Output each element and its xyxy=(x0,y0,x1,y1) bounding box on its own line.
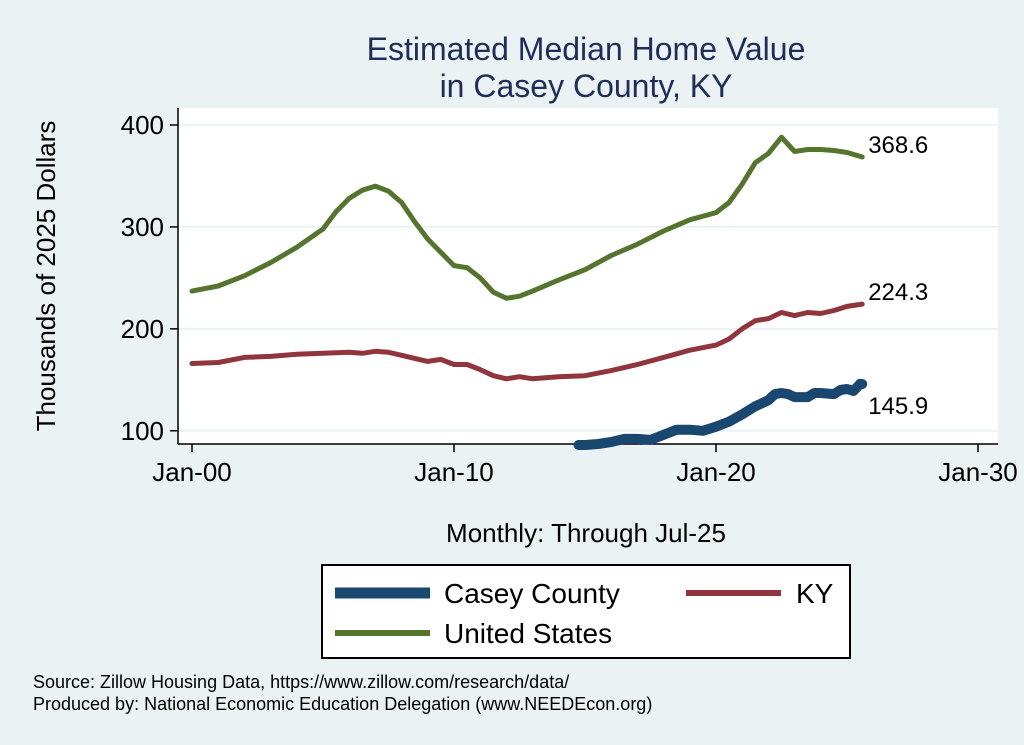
y-tick-label-400: 400 xyxy=(121,110,164,140)
y-tick-label-200: 200 xyxy=(121,314,164,344)
y-tick-label-300: 300 xyxy=(121,212,164,242)
legend-box xyxy=(321,564,851,659)
end-label-united-states: 368.6 xyxy=(868,132,928,159)
legend-label-casey-county: Casey County xyxy=(444,578,620,609)
series-line-united-states xyxy=(189,134,865,301)
source-note: Source: Zillow Housing Data, https://www… xyxy=(33,672,569,692)
series-line-ky xyxy=(189,301,865,382)
x-tick-label-Jan-20: Jan-20 xyxy=(676,457,756,487)
x-tick-label-Jan-30: Jan-30 xyxy=(938,457,1018,487)
series-layer xyxy=(189,134,868,450)
x-axis-title: Monthly: Through Jul-25 xyxy=(446,518,726,548)
legend: Casey County KY United States xyxy=(321,564,851,659)
end-label-ky: 224.3 xyxy=(868,279,928,306)
y-axis-title: Thousands of 2025 Dollars xyxy=(31,121,61,432)
legend-label-ky: KY xyxy=(796,578,834,609)
legend-label-united-states: United States xyxy=(444,618,612,649)
end-label-layer: 145.9 224.3 368.6 xyxy=(868,132,928,420)
end-label-casey-county: 145.9 xyxy=(868,393,928,420)
x-tick-label-Jan-00: Jan-00 xyxy=(152,457,232,487)
producer-note: Produced by: National Economic Education… xyxy=(33,694,652,714)
chart-title-line-1: Estimated Median Home Value xyxy=(367,31,806,67)
grid-layer xyxy=(178,124,998,432)
y-tick-label-100: 100 xyxy=(121,416,164,446)
x-tick-label-Jan-10: Jan-10 xyxy=(414,457,494,487)
chart-title-line-2: in Casey County, KY xyxy=(440,68,733,104)
series-line-casey-county xyxy=(573,378,868,450)
